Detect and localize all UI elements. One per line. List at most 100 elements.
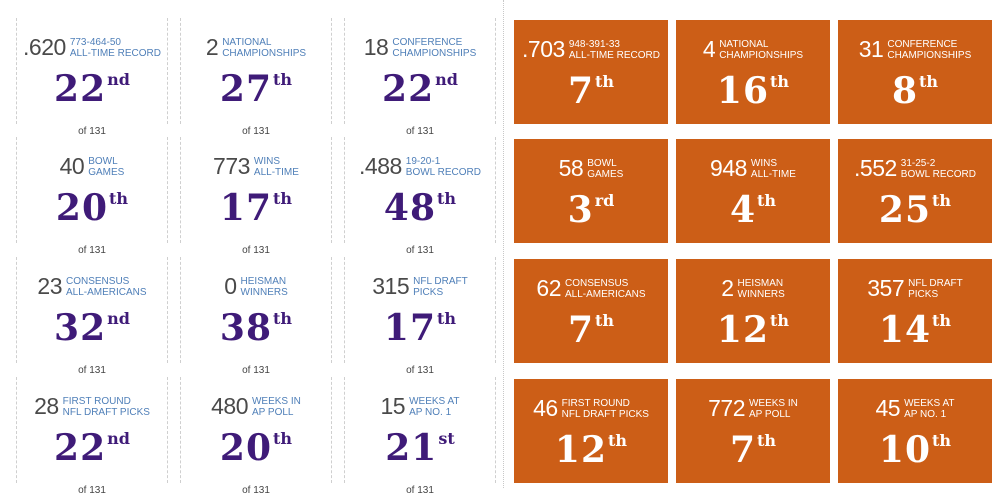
stat-label-line: NFL DRAFT — [413, 276, 468, 287]
rank-suffix: rd — [594, 191, 615, 210]
rank-of-total: of 131 — [78, 245, 106, 256]
stat-label-line: FIRST ROUND — [62, 396, 131, 407]
stat-card: 15 WEEKS AT AP NO. 1 21st of 131 — [344, 377, 496, 496]
stat-card: .703 948-391-33 ALL-TIME RECORD 7th of 131 — [514, 20, 668, 139]
stat-value: 357 — [867, 275, 905, 301]
rank-of-total: of 131 — [242, 365, 270, 376]
rank: 21st — [345, 425, 495, 471]
stat-line: 357 NFL DRAFT PICKS — [838, 277, 992, 300]
rank-suffix: nd — [107, 309, 130, 328]
stat-label-line: PICKS — [413, 286, 444, 298]
rank-number: 10 — [878, 429, 932, 471]
rank-suffix: th — [273, 189, 293, 208]
stat-label: FIRST ROUND NFL DRAFT PICKS — [562, 397, 649, 420]
rank-of-total: of 131 — [406, 126, 434, 137]
rank: 12th — [514, 427, 668, 473]
rank: 16th — [676, 68, 830, 114]
rank-suffix: nd — [107, 429, 130, 448]
rank-of-total: of 131 — [739, 247, 767, 258]
rank-suffix: th — [608, 431, 628, 450]
stat-label: 773-464-50 ALL-TIME RECORD — [70, 36, 161, 59]
rank: 22nd — [345, 66, 495, 112]
stat-line: 15 WEEKS AT AP NO. 1 — [345, 395, 495, 418]
stat-line: 46 FIRST ROUND NFL DRAFT PICKS — [514, 397, 668, 420]
stat-line: 772 WEEKS IN AP POLL — [676, 397, 830, 420]
rank: 32nd — [17, 305, 167, 351]
rank-number: 8 — [891, 70, 919, 112]
stat-label: NFL DRAFT PICKS — [908, 277, 963, 300]
rank-suffix: th — [595, 72, 615, 91]
stat-value: 948 — [710, 155, 747, 181]
stat-label-line: WINNERS — [737, 288, 785, 300]
stat-value: 480 — [211, 393, 248, 419]
right-team-panel: .703 948-391-33 ALL-TIME RECORD 7th of 131 4 N… — [508, 0, 1000, 498]
stat-label-line: ALL-TIME — [750, 168, 796, 180]
rank-number: 48 — [383, 187, 437, 229]
rank-number: 17 — [383, 307, 437, 349]
rank-of-total: of 131 — [739, 367, 767, 378]
stat-label: CONFERENCE CHAMPIONSHIPS — [887, 38, 971, 61]
rank-of-total: of 131 — [739, 487, 767, 498]
stat-label-line: NATIONAL — [719, 39, 769, 50]
stat-label-line: NFL DRAFT — [908, 278, 963, 289]
stat-line: .488 19-20-1 BOWL RECORD — [345, 155, 495, 178]
stat-line: 62 CONSENSUS ALL-AMERICANS — [514, 277, 668, 300]
stat-label-line: ALL-TIME RECORD — [568, 49, 660, 61]
stat-line: 2 NATIONAL CHAMPIONSHIPS — [181, 36, 331, 59]
rank-number: 7 — [567, 309, 595, 351]
rank-number: 38 — [219, 307, 273, 349]
stat-label-line: WEEKS AT — [904, 398, 955, 409]
rank: 7th — [514, 68, 668, 114]
stat-value: 18 — [363, 34, 389, 60]
rank-number: 21 — [385, 427, 438, 469]
rank-of-total: of 131 — [242, 245, 270, 256]
stat-card: 480 WEEKS IN AP POLL 20th of 131 — [180, 377, 332, 496]
stat-label-line: GAMES — [88, 166, 125, 178]
stat-line: 18 CONFERENCE CHAMPIONSHIPS — [345, 36, 495, 59]
rank-of-total: of 131 — [406, 485, 434, 496]
rank-suffix: th — [437, 309, 457, 328]
stat-line: 315 NFL DRAFT PICKS — [345, 275, 495, 298]
stat-card: 58 BOWL GAMES 3rd of 131 — [514, 139, 668, 258]
rank-suffix: th — [273, 309, 293, 328]
stat-label: CONSENSUS ALL-AMERICANS — [66, 275, 147, 298]
stat-label: WINS ALL-TIME — [254, 155, 299, 178]
stat-label: 19-20-1 BOWL RECORD — [406, 155, 481, 178]
stat-label-line: WEEKS IN — [748, 398, 798, 409]
stat-label: CONSENSUS ALL-AMERICANS — [565, 277, 646, 300]
rank-suffix: th — [273, 70, 293, 89]
rank-of-total: of 131 — [901, 247, 929, 258]
rank: 3rd — [514, 187, 668, 233]
rank-number: 27 — [219, 68, 273, 110]
stat-label: BOWL GAMES — [88, 155, 124, 178]
stat-label: CONFERENCE CHAMPIONSHIPS — [392, 36, 476, 59]
rank-of-total: of 131 — [577, 487, 605, 498]
stat-label-line: NFL DRAFT PICKS — [62, 406, 150, 418]
stat-line: .620 773-464-50 ALL-TIME RECORD — [17, 36, 167, 59]
stat-label-line: WEEKS AT — [409, 396, 460, 407]
stat-card: 28 FIRST ROUND NFL DRAFT PICKS 22nd of 131 — [16, 377, 168, 496]
stat-label-line: AP NO. 1 — [904, 408, 947, 420]
stat-label-line: WINS — [750, 158, 778, 169]
stat-label-line: BOWL — [88, 156, 118, 167]
stat-value: 45 — [875, 395, 901, 421]
stat-line: 45 WEEKS AT AP NO. 1 — [838, 397, 992, 420]
rank-suffix: th — [932, 431, 952, 450]
stat-value: 2 — [721, 275, 734, 301]
stat-line: 23 CONSENSUS ALL-AMERICANS — [17, 275, 167, 298]
stat-label-line: ALL-AMERICANS — [66, 286, 147, 298]
rank-suffix: st — [438, 429, 455, 448]
stat-value: .552 — [854, 155, 897, 181]
rank-number: 16 — [716, 70, 770, 112]
stat-value: 2 — [205, 34, 219, 60]
stat-label-line: ALL-TIME RECORD — [69, 47, 161, 59]
stat-card: 18 CONFERENCE CHAMPIONSHIPS 22nd of 131 — [344, 18, 496, 137]
rank: 48th — [345, 185, 495, 231]
stat-value: .703 — [522, 36, 565, 62]
stat-label: NFL DRAFT PICKS — [413, 275, 468, 298]
rank: 8th — [838, 68, 992, 114]
stat-label: WEEKS AT AP NO. 1 — [409, 395, 459, 418]
rank-suffix: th — [932, 191, 952, 210]
stat-label-line: GAMES — [587, 168, 624, 180]
stat-label-line: HEISMAN — [737, 278, 784, 289]
